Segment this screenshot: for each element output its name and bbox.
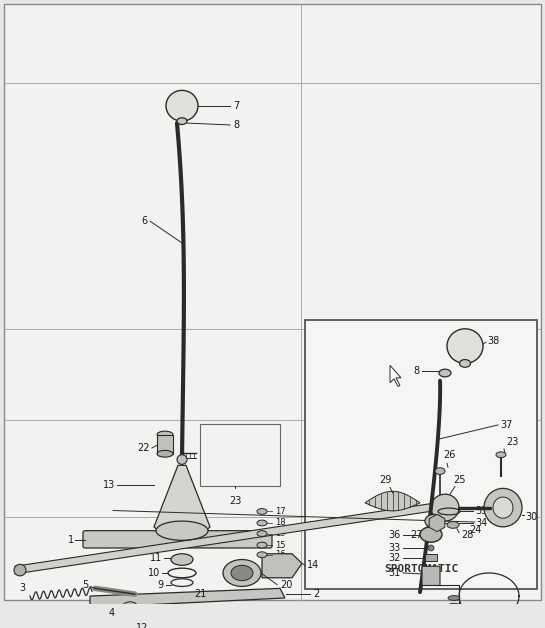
Ellipse shape: [439, 369, 451, 377]
FancyBboxPatch shape: [151, 614, 169, 628]
Text: 15: 15: [275, 541, 286, 550]
Text: 36: 36: [389, 529, 401, 539]
Text: 3: 3: [19, 583, 25, 593]
Circle shape: [431, 494, 459, 521]
Text: 24: 24: [469, 525, 481, 535]
Text: 34: 34: [475, 518, 487, 528]
Text: 28: 28: [461, 529, 474, 539]
FancyBboxPatch shape: [305, 320, 537, 588]
Text: 2: 2: [313, 589, 319, 599]
Text: 18: 18: [275, 519, 286, 528]
Text: 37: 37: [500, 420, 512, 430]
Ellipse shape: [496, 452, 506, 458]
Text: 32: 32: [389, 553, 401, 563]
Polygon shape: [90, 588, 285, 608]
Text: 9: 9: [158, 580, 164, 590]
Text: 10: 10: [148, 568, 160, 578]
Ellipse shape: [459, 360, 470, 367]
Text: 30: 30: [525, 512, 537, 522]
Circle shape: [428, 545, 434, 551]
Text: 19: 19: [275, 529, 286, 538]
Text: 25: 25: [453, 475, 465, 485]
Ellipse shape: [177, 118, 187, 124]
Ellipse shape: [420, 527, 442, 542]
Ellipse shape: [257, 542, 267, 548]
Ellipse shape: [157, 431, 173, 438]
Text: 31: 31: [389, 568, 401, 578]
Ellipse shape: [123, 602, 137, 610]
Ellipse shape: [257, 552, 267, 558]
Text: 1: 1: [68, 535, 74, 545]
Text: 26: 26: [443, 450, 456, 460]
Ellipse shape: [448, 604, 460, 608]
Text: 7: 7: [233, 100, 239, 111]
Polygon shape: [365, 491, 420, 511]
Text: 38: 38: [487, 336, 499, 346]
Ellipse shape: [484, 489, 522, 527]
Text: 14: 14: [307, 560, 319, 570]
Ellipse shape: [448, 611, 460, 616]
Text: 8: 8: [233, 120, 239, 130]
Ellipse shape: [425, 514, 443, 528]
Text: 22: 22: [137, 443, 150, 453]
Text: SPORTOMATIC: SPORTOMATIC: [384, 564, 458, 574]
Ellipse shape: [157, 450, 173, 457]
Ellipse shape: [151, 610, 169, 617]
Text: 35: 35: [475, 506, 487, 516]
Ellipse shape: [447, 521, 459, 528]
Text: 21: 21: [194, 589, 206, 599]
Text: 29: 29: [379, 475, 391, 485]
FancyBboxPatch shape: [422, 566, 440, 585]
FancyBboxPatch shape: [83, 531, 272, 548]
Text: 5: 5: [82, 580, 88, 590]
Ellipse shape: [435, 468, 445, 474]
Ellipse shape: [448, 595, 460, 600]
Text: 17: 17: [275, 507, 286, 516]
Text: 27: 27: [410, 529, 423, 539]
Text: 12: 12: [136, 623, 148, 628]
FancyBboxPatch shape: [4, 4, 541, 600]
Ellipse shape: [171, 554, 193, 565]
Text: 33: 33: [389, 543, 401, 553]
Polygon shape: [154, 465, 210, 538]
Text: 4: 4: [109, 609, 115, 619]
Ellipse shape: [231, 565, 253, 581]
Ellipse shape: [223, 560, 261, 587]
Polygon shape: [262, 554, 302, 578]
Polygon shape: [390, 365, 401, 386]
Circle shape: [14, 565, 26, 576]
Text: 8: 8: [414, 366, 420, 376]
Ellipse shape: [257, 531, 267, 536]
Text: 16: 16: [275, 550, 286, 559]
Text: 20: 20: [280, 580, 292, 590]
Text: 11: 11: [150, 553, 162, 563]
Text: 23: 23: [506, 437, 518, 447]
Ellipse shape: [156, 521, 208, 540]
Ellipse shape: [493, 497, 513, 518]
Ellipse shape: [257, 509, 267, 514]
Circle shape: [166, 90, 198, 121]
Circle shape: [447, 329, 483, 364]
Text: 13: 13: [103, 480, 115, 490]
Ellipse shape: [257, 520, 267, 526]
Circle shape: [177, 455, 187, 464]
Text: 23: 23: [229, 496, 241, 506]
FancyBboxPatch shape: [157, 435, 173, 454]
Text: 6: 6: [142, 216, 148, 226]
FancyBboxPatch shape: [425, 554, 437, 561]
